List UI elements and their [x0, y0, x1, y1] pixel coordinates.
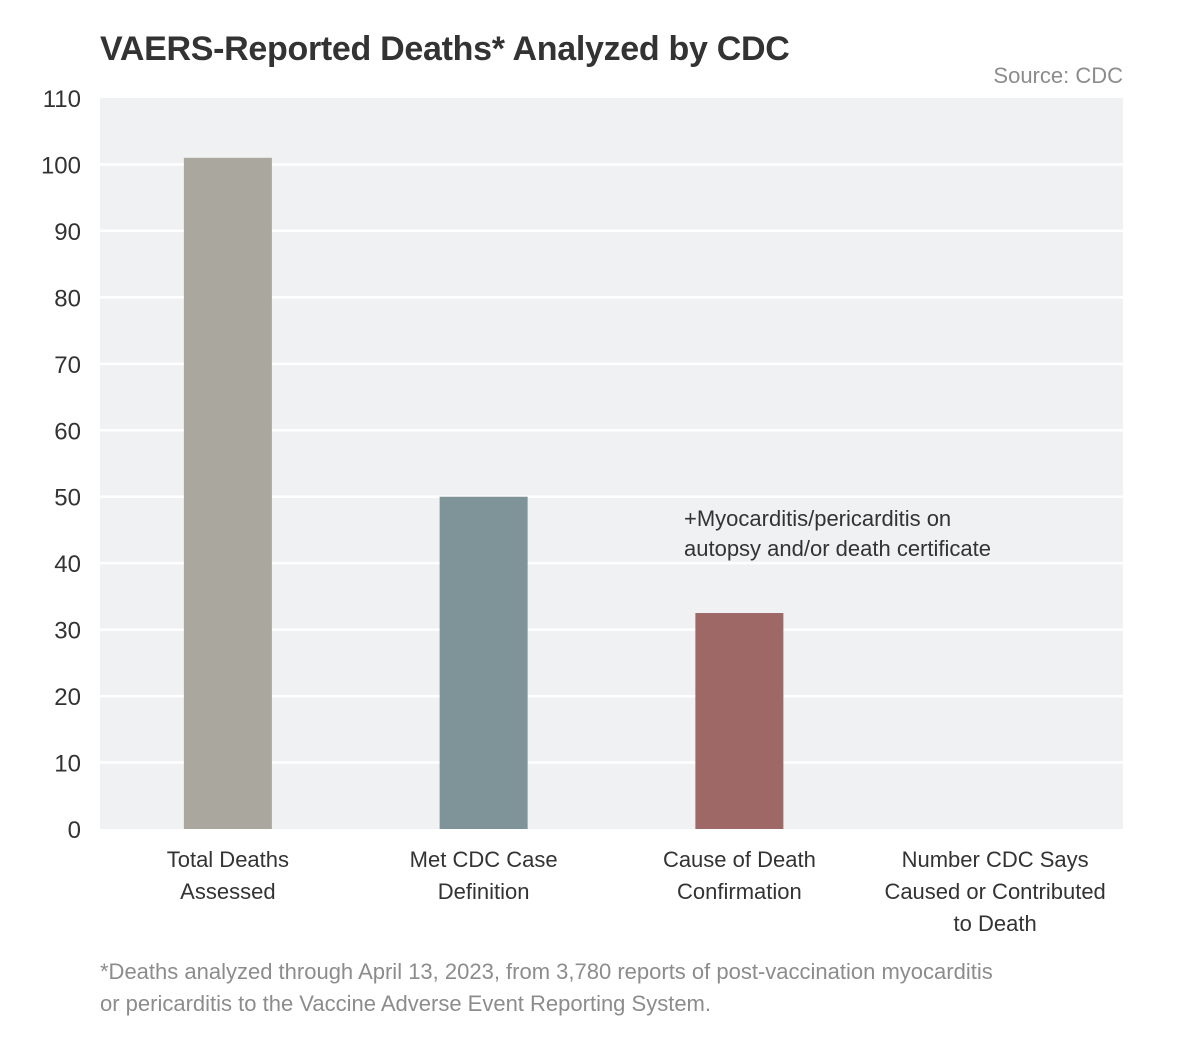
- y-tick-label: 20: [54, 684, 81, 711]
- bar: [695, 613, 784, 829]
- bar: [439, 496, 528, 829]
- bar: [183, 157, 272, 830]
- x-tick-label: Total Deaths Assessed: [167, 847, 289, 904]
- footnote-line-2: or pericarditis to the Vaccine Adverse E…: [100, 991, 711, 1016]
- annotation: +Myocarditis/pericarditis on autopsy and/…: [684, 506, 991, 561]
- x-axis: Total Deaths Assessed Met CDC Case Definiti…: [167, 847, 1106, 936]
- x-tick-label: Cause of Death Confirmation: [663, 847, 816, 904]
- x-tick-label: Met CDC Case Definition: [410, 847, 558, 904]
- y-tick-label: 30: [54, 618, 81, 645]
- y-axis: 0 10 20 30 40 50 60 70 80 90 100 110: [41, 86, 81, 844]
- y-tick-label: 10: [54, 751, 81, 778]
- x-tick-label: Number CDC Says Caused or Contributed to D…: [884, 847, 1105, 936]
- bars: [183, 157, 784, 830]
- y-tick-label: 0: [68, 817, 81, 844]
- annotation-text: +Myocarditis/pericarditis on autopsy and/…: [684, 506, 991, 561]
- chart-title: VAERS-Reported Deaths* Analyzed by CDC: [100, 30, 790, 68]
- y-tick-label: 100: [41, 152, 81, 179]
- y-tick-label: 80: [54, 285, 81, 312]
- source-label: Source: CDC: [993, 63, 1123, 88]
- y-tick-label: 110: [43, 86, 81, 113]
- y-tick-label: 70: [54, 352, 81, 379]
- footnote-line-1: *Deaths analyzed through April 13, 2023,…: [100, 959, 993, 984]
- y-tick-label: 40: [54, 551, 81, 578]
- y-tick-label: 50: [54, 485, 81, 512]
- y-tick-label: 60: [54, 418, 81, 445]
- footnote: *Deaths analyzed through April 13, 2023,…: [100, 956, 1140, 1020]
- y-tick-label: 90: [54, 219, 81, 246]
